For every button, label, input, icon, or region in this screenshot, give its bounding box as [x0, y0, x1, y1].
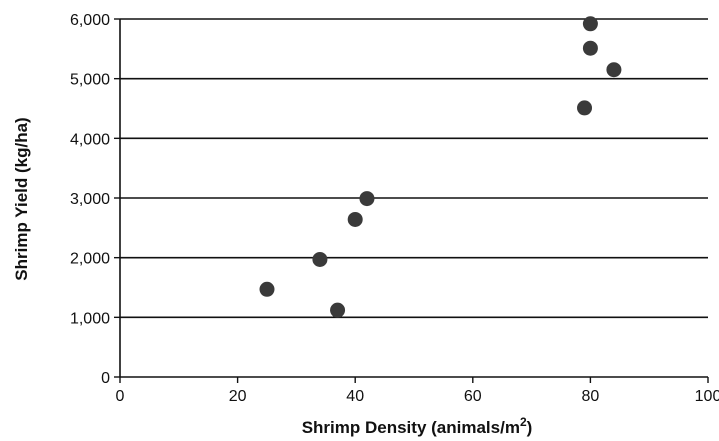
x-tick-label: 80 — [582, 388, 600, 405]
x-axis-title-suffix: ) — [527, 418, 533, 437]
data-point — [347, 211, 363, 227]
tick-labels: 0 1,000 2,000 3,000 4,000 5,000 6,000 0 20 40 60 80… — [70, 12, 719, 405]
data-point — [312, 251, 328, 267]
y-tick-label: 4,000 — [70, 131, 110, 148]
data-point — [577, 100, 593, 116]
y-axis-title: Shrimp Yield (kg/ha) — [12, 117, 31, 280]
axes — [114, 18, 709, 383]
x-tick-label: 60 — [464, 388, 482, 405]
data-point — [606, 62, 622, 78]
y-tick-label: 3,000 — [70, 191, 110, 208]
data-points — [259, 16, 622, 318]
data-point — [330, 302, 346, 318]
x-axis-title-main: Shrimp Density (animals/m — [302, 418, 520, 437]
y-tick-label: 2,000 — [70, 251, 110, 268]
x-tick-label: 0 — [116, 388, 125, 405]
x-tick-label: 40 — [346, 388, 364, 405]
data-point — [259, 281, 275, 297]
y-tick-label: 6,000 — [70, 12, 110, 29]
x-axis-title: Shrimp Density (animals/m2) — [302, 415, 533, 437]
data-point — [582, 16, 598, 32]
data-point — [582, 40, 598, 56]
gridlines — [120, 18, 708, 319]
data-point — [359, 191, 375, 207]
y-tick-label: 5,000 — [70, 72, 110, 89]
x-axis-title-superscript: 2 — [520, 415, 527, 429]
x-tick-label: 20 — [229, 388, 247, 405]
x-tick-label: 100 — [695, 388, 719, 405]
y-tick-label: 1,000 — [70, 310, 110, 327]
y-tick-label: 0 — [101, 370, 110, 387]
